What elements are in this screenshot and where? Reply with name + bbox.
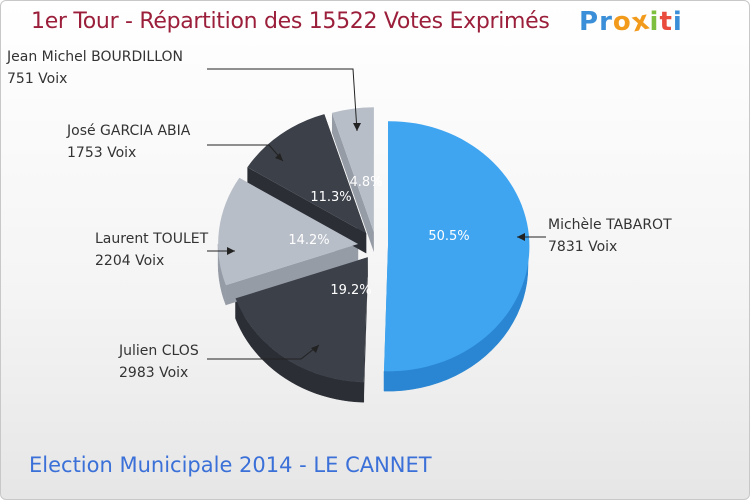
slice-name-label: José GARCIA ABIA (66, 123, 191, 139)
slice-percent-label: 11.3% (310, 190, 351, 205)
chart-title: 1er Tour - Répartition des 15522 Votes E… (31, 9, 550, 34)
slice-name-label: Julien CLOS (118, 343, 199, 359)
slice-votes-label: 751 Voix (7, 71, 67, 87)
pie-slice (332, 107, 374, 233)
slice-votes-label: 2983 Voix (119, 365, 188, 381)
pie-slice (218, 177, 359, 286)
pie-slice (247, 114, 367, 234)
pie-slice (384, 121, 530, 372)
slice-name-label: Laurent TOULET (95, 231, 209, 247)
slice-percent-label: 50.5% (428, 229, 469, 244)
pie-slices (217, 107, 530, 403)
slice-name-label: Jean Michel BOURDILLON (6, 49, 183, 65)
chart-subtitle: Election Municipale 2014 - LE CANNET (29, 453, 432, 477)
slice-percent-label: 4.8% (349, 175, 382, 190)
slice-votes-label: 7831 Voix (548, 239, 617, 255)
slice-percent-label: 19.2% (330, 283, 371, 298)
leader-lines (207, 68, 546, 360)
proxiti-logo: Proxiti (579, 5, 683, 39)
pie-slice-side (331, 112, 374, 253)
slice-votes-label: 1753 Voix (67, 145, 136, 161)
slice-votes-label: 2204 Voix (95, 253, 164, 269)
slice-name-label: Michèle TABAROT (548, 217, 672, 233)
slice-percent-label: 14.2% (288, 233, 329, 248)
pie-slice (235, 257, 368, 383)
